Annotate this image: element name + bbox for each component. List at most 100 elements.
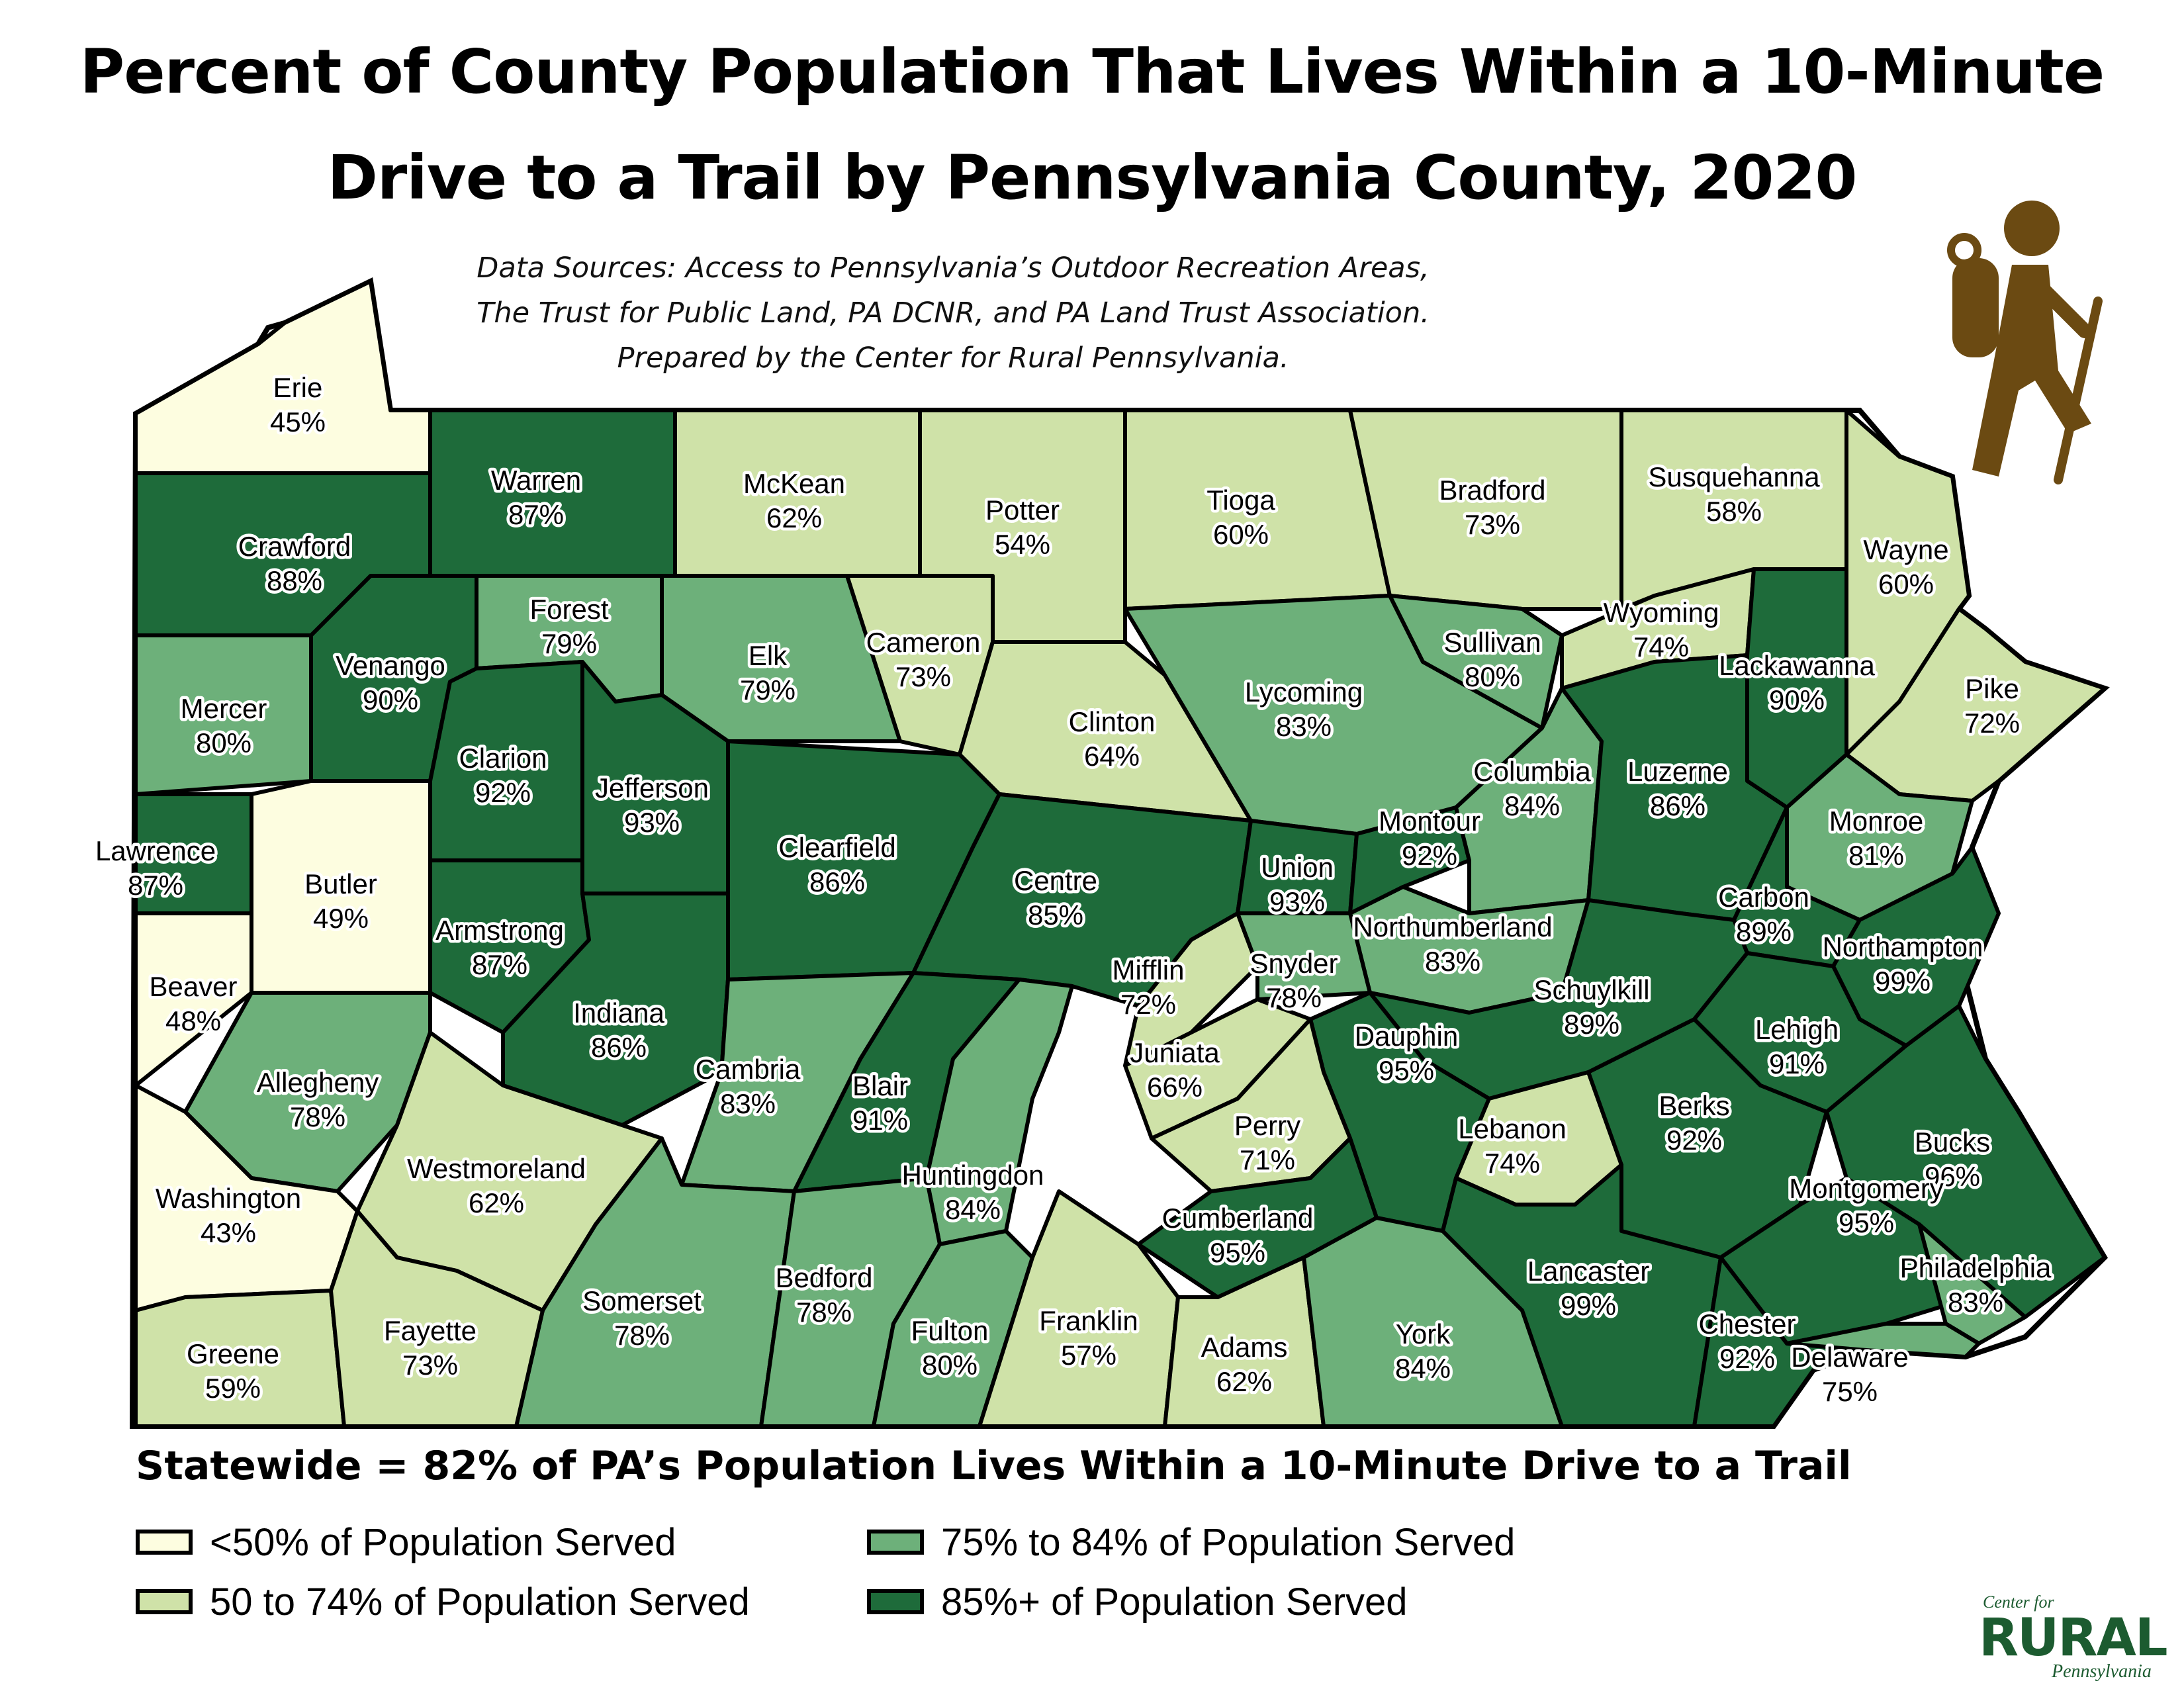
county-value-washington: 43% <box>201 1217 256 1248</box>
county-name-cambria: Cambria <box>696 1054 801 1085</box>
county-value-fulton: 80% <box>922 1350 978 1381</box>
county-name-clinton: Clinton <box>1069 706 1156 737</box>
county-value-adams: 62% <box>1216 1366 1272 1397</box>
county-value-fayette: 73% <box>402 1350 458 1381</box>
county-name-monroe: Monroe <box>1829 805 1923 837</box>
county-value-lackawanna: 90% <box>1769 684 1825 715</box>
county-value-clinton: 64% <box>1084 741 1140 772</box>
county-value-lehigh: 91% <box>1769 1048 1825 1079</box>
county-pike <box>1844 607 2107 803</box>
legend-swatch <box>867 1530 924 1555</box>
county-value-mifflin: 72% <box>1120 989 1176 1020</box>
logo-line-3: Pennsylvania <box>2052 1661 2152 1682</box>
county-name-forest: Forest <box>529 594 608 625</box>
county-name-blair: Blair <box>852 1070 908 1101</box>
county-shapes <box>134 279 2107 1428</box>
county-value-chester: 92% <box>1719 1343 1775 1374</box>
county-value-butler: 49% <box>313 903 369 934</box>
county-name-chester: Chester <box>1698 1308 1796 1340</box>
county-value-indiana: 86% <box>591 1032 647 1063</box>
county-value-greene: 59% <box>205 1373 261 1404</box>
county-name-fulton: Fulton <box>911 1315 989 1346</box>
county-value-beaver: 48% <box>165 1005 221 1036</box>
county-value-lycoming: 83% <box>1276 711 1332 742</box>
county-value-wayne: 60% <box>1878 569 1934 600</box>
county-name-erie: Erie <box>273 372 323 403</box>
county-value-luzerne: 86% <box>1650 790 1706 821</box>
county-name-washington: Washington <box>156 1183 301 1214</box>
county-name-fayette: Fayette <box>384 1315 477 1346</box>
county-value-elk: 79% <box>740 674 796 706</box>
county-name-lehigh: Lehigh <box>1755 1014 1839 1045</box>
county-value-tioga: 60% <box>1213 519 1269 550</box>
county-name-columbia: Columbia <box>1473 756 1591 787</box>
county-name-luzerne: Luzerne <box>1627 756 1728 787</box>
county-name-susquehanna: Susquehanna <box>1648 461 1820 492</box>
county-value-montgomery: 95% <box>1839 1207 1894 1238</box>
county-name-lackawanna: Lackawanna <box>1719 650 1875 681</box>
county-name-lycoming: Lycoming <box>1245 676 1363 708</box>
county-value-schuylkill: 89% <box>1564 1009 1619 1040</box>
title-line-1: Percent of County Population That Lives … <box>79 36 2105 107</box>
county-name-franklin: Franklin <box>1039 1305 1138 1336</box>
county-value-susquehanna: 58% <box>1706 496 1762 527</box>
county-name-potter: Potter <box>985 494 1060 526</box>
source-line-2: The Trust for Public Land, PA DCNR, and … <box>477 297 1430 330</box>
county-value-lebanon: 74% <box>1484 1148 1540 1179</box>
county-name-warren: Warren <box>491 465 581 496</box>
county-name-dauphin: Dauphin <box>1355 1021 1458 1052</box>
county-value-mercer: 80% <box>196 727 251 758</box>
county-name-snyder: Snyder <box>1250 948 1338 979</box>
county-name-wyoming: Wyoming <box>1604 597 1719 628</box>
legend-item-under-50: <50% of Population Served <box>136 1520 676 1564</box>
county-name-mercer: Mercer <box>181 693 267 724</box>
county-name-lancaster: Lancaster <box>1527 1256 1649 1287</box>
county-name-northumberland: Northumberland <box>1353 911 1552 942</box>
county-bradford <box>1348 408 1623 611</box>
county-name-crawford: Crawford <box>238 531 351 562</box>
county-value-armstrong: 87% <box>472 949 527 980</box>
legend-item-75-84: 75% to 84% of Population Served <box>867 1521 1515 1564</box>
county-value-lawrence: 87% <box>128 870 183 901</box>
county-value-delaware: 75% <box>1822 1376 1878 1407</box>
county-sullivan <box>1388 594 1564 730</box>
county-value-montour: 92% <box>1402 840 1457 871</box>
county-name-carbon: Carbon <box>1718 882 1809 913</box>
county-value-somerset: 78% <box>614 1320 670 1351</box>
county-value-bedford: 78% <box>796 1297 852 1328</box>
center-for-rural-pennsylvania-logo: Center for RURAL Pennsylvania <box>1979 1588 2177 1688</box>
county-value-jefferson: 93% <box>624 807 680 838</box>
county-name-greene: Greene <box>187 1338 279 1369</box>
county-value-sullivan: 80% <box>1465 661 1520 692</box>
county-name-montgomery: Montgomery <box>1789 1173 1943 1204</box>
county-value-perry: 71% <box>1240 1144 1295 1175</box>
county-name-somerset: Somerset <box>582 1285 702 1316</box>
legend-label: <50% of Population Served <box>210 1520 676 1564</box>
county-value-berks: 92% <box>1666 1124 1722 1156</box>
county-adams <box>1163 1256 1326 1428</box>
county-value-lancaster: 99% <box>1561 1290 1616 1321</box>
title-line-2: Drive to a Trail by Pennsylvania County,… <box>327 142 1858 213</box>
county-name-cameron: Cameron <box>866 627 981 658</box>
county-value-bucks: 96% <box>1925 1161 1980 1192</box>
county-name-tioga: Tioga <box>1206 484 1275 516</box>
logo-line-1: Center for <box>1983 1592 2054 1612</box>
county-value-northampton: 99% <box>1875 966 1931 997</box>
county-snyder <box>1236 911 1372 1001</box>
county-value-westmoreland: 62% <box>469 1187 524 1218</box>
county-name-adams: Adams <box>1201 1332 1288 1363</box>
county-value-juniata: 66% <box>1147 1072 1203 1103</box>
legend-item-50-74: 50 to 74% of Population Served <box>136 1580 750 1624</box>
county-value-union: 93% <box>1269 886 1325 917</box>
legend-item-85-plus: 85%+ of Population Served <box>867 1580 1408 1624</box>
county-name-lebanon: Lebanon <box>1458 1113 1567 1144</box>
county-name-bradford: Bradford <box>1439 475 1545 506</box>
county-somerset <box>514 1136 796 1428</box>
county-name-lawrence: Lawrence <box>95 835 216 866</box>
county-value-clarion: 92% <box>475 777 531 808</box>
hiker-icon <box>1947 201 2103 484</box>
county-name-mckean: McKean <box>743 468 845 499</box>
county-name-york: York <box>1396 1318 1451 1350</box>
